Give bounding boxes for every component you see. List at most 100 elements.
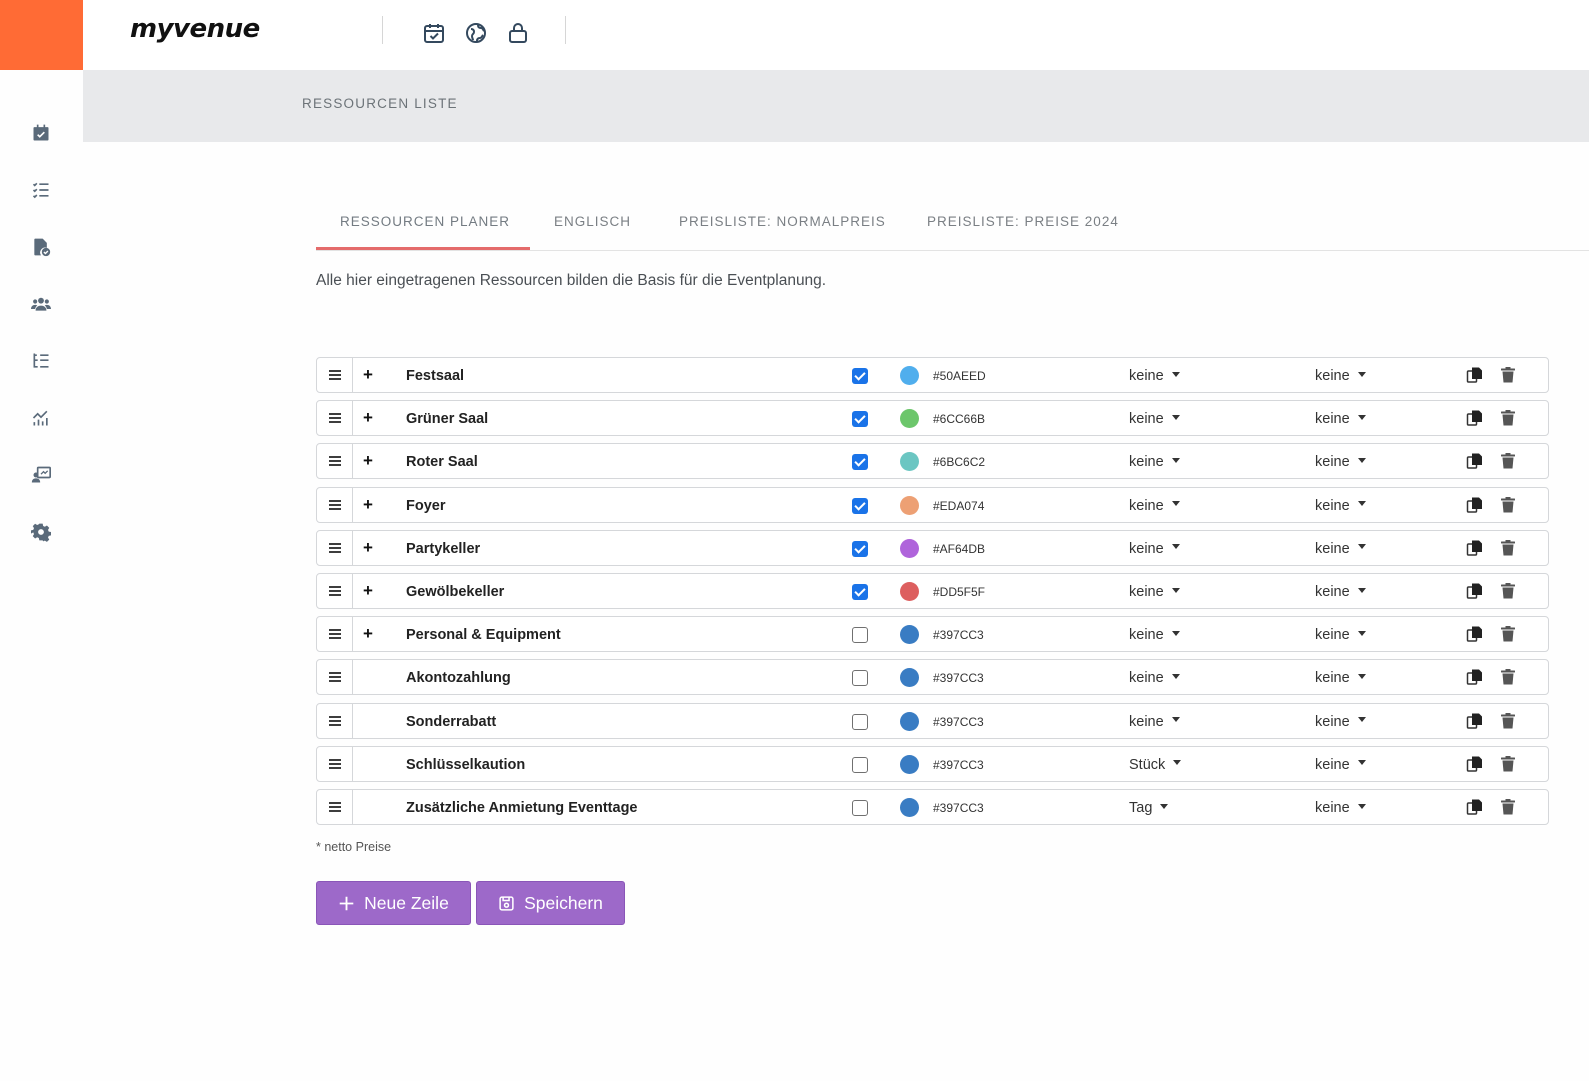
save-button[interactable]: Speichern bbox=[476, 881, 625, 925]
color-swatch[interactable] bbox=[900, 797, 919, 817]
option-dropdown[interactable]: keine bbox=[1315, 757, 1366, 773]
drag-handle-icon[interactable] bbox=[317, 487, 353, 522]
resource-checkbox[interactable] bbox=[852, 627, 868, 644]
resource-name[interactable]: Zusätzliche Anmietung Eventtage bbox=[406, 799, 638, 816]
resource-name[interactable]: Grüner Saal bbox=[406, 411, 489, 428]
trash-icon[interactable] bbox=[1498, 797, 1518, 817]
resource-checkbox[interactable] bbox=[852, 756, 868, 773]
resource-name[interactable]: Akontozahlung bbox=[406, 670, 511, 687]
copy-icon[interactable] bbox=[1465, 495, 1485, 515]
lock-icon[interactable] bbox=[505, 19, 531, 47]
unit-dropdown[interactable]: keine bbox=[1129, 670, 1180, 686]
drag-handle-icon[interactable] bbox=[317, 573, 353, 608]
globe-icon[interactable] bbox=[463, 19, 489, 47]
option-dropdown[interactable]: keine bbox=[1315, 714, 1366, 730]
checklist-icon[interactable] bbox=[27, 176, 55, 204]
expand-button[interactable]: + bbox=[363, 624, 373, 644]
color-swatch[interactable] bbox=[900, 754, 919, 774]
resource-name[interactable]: Personal & Equipment bbox=[406, 627, 561, 644]
copy-icon[interactable] bbox=[1465, 538, 1485, 558]
color-swatch[interactable] bbox=[900, 409, 919, 429]
color-swatch[interactable] bbox=[900, 668, 919, 688]
resource-checkbox[interactable] bbox=[852, 670, 868, 687]
trash-icon[interactable] bbox=[1498, 365, 1518, 385]
resource-name[interactable]: Roter Saal bbox=[406, 454, 478, 471]
color-swatch[interactable] bbox=[900, 625, 919, 645]
copy-icon[interactable] bbox=[1465, 451, 1485, 471]
option-dropdown[interactable]: keine bbox=[1315, 800, 1366, 816]
unit-dropdown[interactable]: Tag bbox=[1129, 800, 1169, 816]
drag-handle-icon[interactable] bbox=[317, 746, 353, 781]
unit-dropdown[interactable]: keine bbox=[1129, 498, 1180, 514]
expand-button[interactable]: + bbox=[363, 537, 373, 557]
unit-dropdown[interactable]: keine bbox=[1129, 584, 1180, 600]
resource-checkbox[interactable] bbox=[852, 411, 868, 428]
unit-dropdown[interactable]: keine bbox=[1129, 541, 1180, 557]
resource-checkbox[interactable] bbox=[852, 799, 868, 816]
trash-icon[interactable] bbox=[1498, 754, 1518, 774]
copy-icon[interactable] bbox=[1465, 797, 1485, 817]
copy-icon[interactable] bbox=[1465, 408, 1485, 428]
color-hex-value[interactable]: #50AEED bbox=[933, 369, 986, 383]
gear-icon[interactable] bbox=[27, 518, 55, 546]
new-row-button[interactable]: Neue Zeile bbox=[316, 881, 471, 925]
option-dropdown[interactable]: keine bbox=[1315, 368, 1366, 384]
unit-dropdown[interactable]: Stück bbox=[1129, 757, 1182, 773]
drag-handle-icon[interactable] bbox=[317, 358, 353, 392]
tab-preisliste-preise-2024[interactable]: PREISLISTE: PREISE 2024 bbox=[927, 214, 1119, 229]
expand-button[interactable]: + bbox=[363, 365, 373, 384]
color-hex-value[interactable]: #397CC3 bbox=[933, 714, 984, 729]
resource-name[interactable]: Partykeller bbox=[406, 540, 481, 557]
calendar-check-icon[interactable] bbox=[421, 19, 447, 47]
color-hex-value[interactable]: #DD5F5F bbox=[933, 584, 986, 599]
trash-icon[interactable] bbox=[1498, 538, 1518, 558]
drag-handle-icon[interactable] bbox=[317, 660, 353, 695]
copy-icon[interactable] bbox=[1465, 667, 1485, 687]
option-dropdown[interactable]: keine bbox=[1315, 411, 1366, 427]
resource-checkbox[interactable] bbox=[852, 713, 868, 730]
drag-handle-icon[interactable] bbox=[317, 401, 353, 436]
option-dropdown[interactable]: keine bbox=[1315, 584, 1366, 600]
chart-icon[interactable] bbox=[27, 404, 55, 432]
color-hex-value[interactable]: #6BC6C2 bbox=[933, 455, 986, 470]
drag-handle-icon[interactable] bbox=[317, 789, 353, 824]
calendar-check-icon[interactable] bbox=[27, 119, 55, 147]
trash-icon[interactable] bbox=[1498, 408, 1518, 428]
resource-name[interactable]: Foyer bbox=[406, 497, 446, 514]
unit-dropdown[interactable]: keine bbox=[1129, 454, 1180, 470]
color-swatch[interactable] bbox=[900, 538, 919, 558]
resource-name[interactable]: Schlüsselkaution bbox=[406, 756, 526, 773]
resource-name[interactable]: Festsaal bbox=[406, 368, 465, 384]
unit-dropdown[interactable]: keine bbox=[1129, 627, 1180, 643]
color-swatch[interactable] bbox=[900, 495, 919, 515]
color-hex-value[interactable]: #397CC3 bbox=[933, 671, 984, 686]
expand-button[interactable]: + bbox=[363, 494, 373, 514]
color-hex-value[interactable]: #397CC3 bbox=[933, 628, 984, 643]
resource-checkbox[interactable] bbox=[852, 454, 868, 471]
resource-name[interactable]: Gewölbekeller bbox=[406, 583, 505, 600]
color-hex-value[interactable]: #AF64DB bbox=[933, 541, 986, 556]
tab-englisch[interactable]: ENGLISCH bbox=[554, 214, 632, 229]
trash-icon[interactable] bbox=[1498, 451, 1518, 471]
drag-handle-icon[interactable] bbox=[317, 444, 353, 479]
copy-icon[interactable] bbox=[1465, 581, 1485, 601]
expand-button[interactable]: + bbox=[363, 408, 373, 428]
users-icon[interactable] bbox=[27, 290, 55, 318]
unit-dropdown[interactable]: keine bbox=[1129, 714, 1180, 730]
resource-name[interactable]: Sonderrabatt bbox=[406, 713, 497, 730]
copy-icon[interactable] bbox=[1465, 624, 1485, 644]
unit-dropdown[interactable]: keine bbox=[1129, 368, 1180, 384]
color-hex-value[interactable]: #EDA074 bbox=[933, 498, 985, 513]
color-swatch[interactable] bbox=[900, 452, 919, 472]
resource-checkbox[interactable] bbox=[852, 497, 868, 514]
option-dropdown[interactable]: keine bbox=[1315, 498, 1366, 514]
presentation-icon[interactable] bbox=[27, 461, 55, 489]
logo[interactable]: myvenue bbox=[130, 14, 260, 44]
document-check-icon[interactable] bbox=[27, 233, 55, 261]
copy-icon[interactable] bbox=[1465, 711, 1485, 731]
trash-icon[interactable] bbox=[1498, 667, 1518, 687]
drag-handle-icon[interactable] bbox=[317, 703, 353, 738]
drag-handle-icon[interactable] bbox=[317, 617, 353, 652]
trash-icon[interactable] bbox=[1498, 711, 1518, 731]
color-swatch[interactable] bbox=[900, 711, 919, 731]
